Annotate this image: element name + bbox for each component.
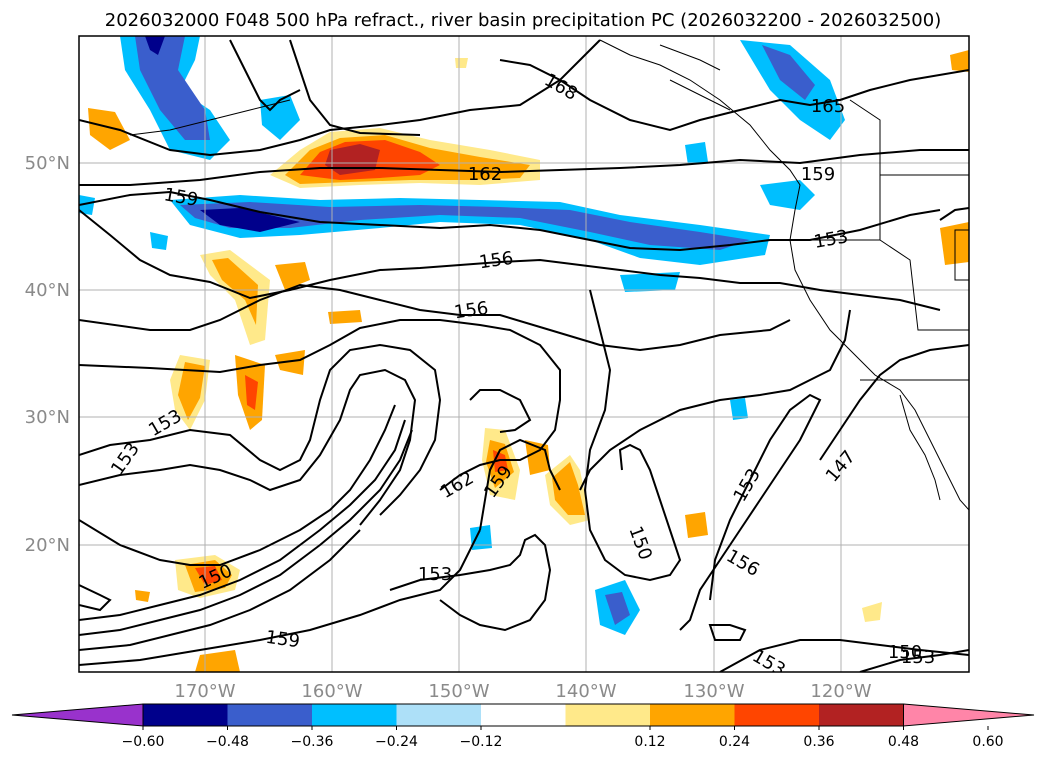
lat-label-20: 20°N — [25, 535, 70, 556]
shade-negative-patch-1 — [260, 95, 300, 140]
contour-label: 150 — [888, 642, 922, 663]
contour-labels: 168 165 162 159 159 159 156 156 153 153 … — [107, 70, 935, 672]
precipitation-shading — [79, 36, 969, 672]
shade-positive-patch-14 — [135, 590, 150, 602]
colorbar-tick-label: −0.60 — [122, 734, 165, 750]
colorbar-segment — [481, 704, 566, 726]
colorbar-segment — [143, 704, 228, 726]
shade-positive-patch-2-core — [212, 258, 258, 325]
map-content: 168 165 162 159 159 159 156 156 153 153 … — [79, 36, 969, 672]
shade-negative-band-mid — [180, 202, 750, 250]
shade-negative-band-peak — [200, 208, 300, 232]
colorbar-segment — [650, 704, 735, 726]
coastlines — [129, 39, 969, 511]
shade-negative-top-left-core — [135, 36, 210, 140]
contour-label: 162 — [468, 164, 502, 185]
colorbar-tick-label: 0.48 — [888, 734, 919, 750]
colorbar-tick-label: 0.12 — [634, 734, 665, 750]
figure-title: 2026032000 F048 500 hPa refract., river … — [105, 10, 941, 31]
colorbar-extend-high — [903, 703, 1035, 727]
shade-positive-patch-10-core — [552, 462, 585, 515]
shade-positive-patch-2 — [200, 250, 270, 345]
colorbar-outline — [142, 703, 904, 727]
lat-label-40: 40°N — [25, 280, 70, 301]
colorbar-segment — [565, 704, 651, 726]
lat-label-50: 50°N — [25, 153, 70, 174]
colorbar-tick-label: 0.36 — [803, 734, 834, 750]
contour-label: 159 — [801, 164, 835, 185]
shade-negative-patch-2 — [150, 232, 168, 250]
shade-positive-patch-13 — [195, 650, 240, 672]
shade-positive-patch-3 — [275, 262, 310, 290]
shade-positive-patch-11 — [685, 512, 708, 538]
contour-label: 165 — [811, 96, 845, 117]
colorbar-extend-low — [11, 703, 144, 727]
shade-positive-patch-17 — [862, 602, 882, 622]
contour-label: 153 — [901, 647, 935, 668]
shade-negative-patch-8 — [685, 142, 708, 165]
longitude-labels: 170°W 160°W 150°W 140°W 130°W 120°W — [174, 681, 871, 702]
shade-negative-patch-9 — [79, 195, 95, 215]
shade-positive-patch-16 — [950, 50, 969, 72]
shade-positive-patch-1 — [88, 108, 130, 150]
colorbar-segment — [734, 704, 820, 726]
shade-positive-patch-7 — [328, 310, 362, 324]
contour-label: 156 — [453, 298, 490, 324]
contour-label: 156 — [478, 248, 515, 274]
lon-label-170w: 170°W — [174, 681, 235, 702]
shade-positive-patch-5-core — [245, 375, 258, 410]
contour-label: 159 — [264, 627, 301, 653]
shade-positive-patch-4-core — [178, 362, 205, 420]
colorbar-segment — [819, 704, 904, 726]
refractivity-contours — [79, 39, 969, 672]
shade-negative-top-right-core — [762, 45, 815, 100]
latitude-labels: 50°N 40°N 30°N 20°N — [25, 153, 70, 556]
shade-negative-patch-7-core — [605, 592, 630, 625]
contour-label: 153 — [418, 564, 452, 585]
lat-label-30: 30°N — [25, 407, 70, 428]
colorbar-tick-label: −0.24 — [375, 734, 418, 750]
colorbar-segment — [312, 704, 397, 726]
colorbar-tick-label: −0.36 — [291, 734, 334, 750]
colorbar-segment — [227, 704, 313, 726]
colorbar-tick-label: 0.24 — [719, 734, 750, 750]
colorbar: −0.60 −0.48 −0.36 −0.24 −0.12 0.12 0.24 0.36 0.4… — [11, 703, 1035, 750]
map-frame — [78, 35, 970, 673]
colorbar-tick-label: −0.12 — [460, 734, 503, 750]
colorbar-segment — [396, 704, 482, 726]
shade-negative-patch-5 — [730, 398, 748, 420]
lon-label-140w: 140°W — [555, 681, 616, 702]
colorbar-tick-label: −0.48 — [206, 734, 249, 750]
shade-positive-patch-12-peak — [195, 566, 222, 585]
lon-label-120w: 120°W — [810, 681, 871, 702]
lon-label-160w: 160°W — [301, 681, 362, 702]
lon-label-150w: 150°W — [428, 681, 489, 702]
shade-negative-patch-6 — [470, 525, 492, 550]
shade-positive-patch-6 — [275, 350, 305, 375]
lon-label-130w: 130°W — [683, 681, 744, 702]
shade-negative-top-left-peak — [145, 36, 165, 55]
shade-negative-patch-3 — [620, 272, 680, 292]
colorbar-tick-label: 0.60 — [972, 734, 1003, 750]
shade-negative-patch-4 — [760, 180, 815, 210]
shade-positive-patch-18 — [455, 58, 468, 68]
